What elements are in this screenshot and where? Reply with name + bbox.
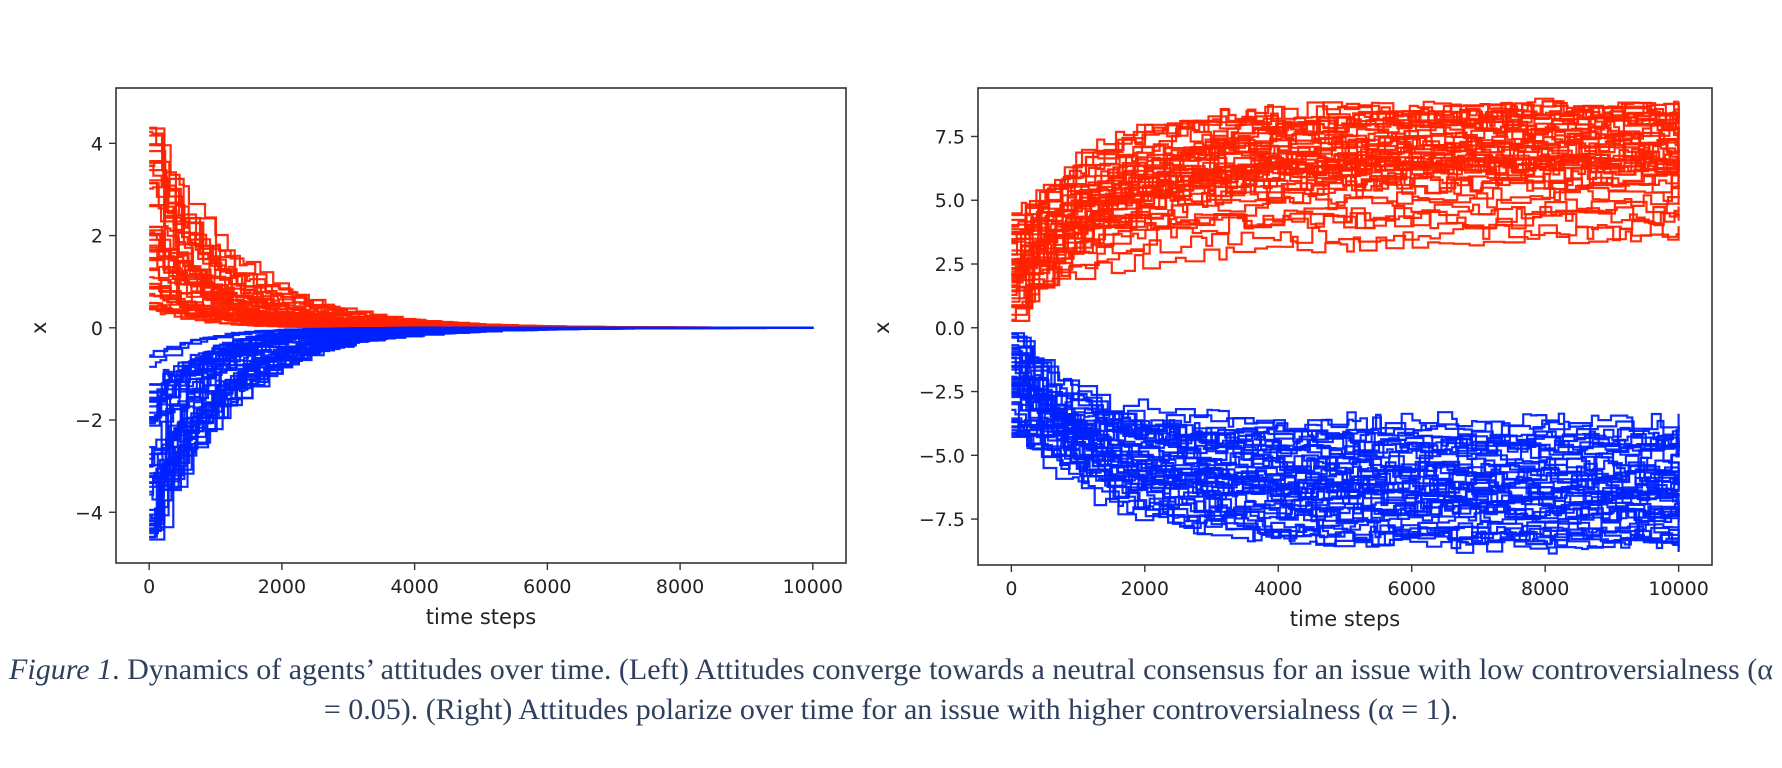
series-lines bbox=[1011, 97, 1680, 555]
series-line-positive bbox=[1011, 162, 1680, 278]
series-line-positive bbox=[1011, 141, 1680, 280]
series-line-negative bbox=[1011, 380, 1680, 542]
y-tick-label: 4 bbox=[91, 133, 103, 155]
x-tick-label: 8000 bbox=[656, 576, 704, 598]
series-line-negative bbox=[1011, 419, 1680, 449]
y-tick-label: 7.5 bbox=[935, 126, 965, 148]
series-line-negative bbox=[1011, 352, 1680, 454]
series-line-negative bbox=[149, 326, 813, 538]
series-line-positive bbox=[1011, 230, 1680, 298]
series-line-positive bbox=[1011, 191, 1680, 300]
series-line-negative bbox=[1011, 422, 1680, 448]
y-tick-label: 5.0 bbox=[935, 190, 965, 212]
y-tick-label: −2.5 bbox=[919, 382, 965, 404]
series-line-negative bbox=[1011, 361, 1680, 495]
figure: 0 2000 4000 6000 8000 10000 −4 −2 0 2 4 time steps x… bbox=[27, 87, 1713, 631]
series-line-positive bbox=[1011, 101, 1680, 256]
y-tick-label: −5.0 bbox=[919, 445, 965, 467]
series-line-positive bbox=[1011, 126, 1680, 303]
series-line-positive bbox=[1011, 173, 1680, 263]
series-line-negative bbox=[1011, 365, 1680, 555]
x-tick-label: 4000 bbox=[390, 576, 438, 598]
x-tick-label: 8000 bbox=[1521, 578, 1569, 600]
x-tick-label: 4000 bbox=[1254, 578, 1302, 600]
series-line-positive bbox=[1011, 205, 1680, 287]
x-tick-label: 10000 bbox=[1648, 578, 1708, 600]
y-tick-label: 2.5 bbox=[935, 254, 965, 276]
x-tick-label: 10000 bbox=[783, 576, 843, 598]
y-tick-label: 0.0 bbox=[935, 318, 965, 340]
right-chart-panel: 0 2000 4000 6000 8000 10000 −7.5 −5.0 −2.5 0.0 2.5… bbox=[870, 87, 1713, 631]
series-line-negative bbox=[1011, 352, 1680, 551]
figure-caption: Figure 1. Dynamics of agents’ attitudes … bbox=[0, 650, 1782, 730]
caption-text: . Dynamics of agents’ attitudes over tim… bbox=[112, 653, 1773, 726]
series-line-negative bbox=[1011, 382, 1680, 510]
y-tick-label: 0 bbox=[91, 318, 103, 340]
y-tick-label: −2 bbox=[75, 410, 103, 432]
series-line-positive bbox=[149, 143, 813, 329]
series-line-negative bbox=[1011, 362, 1680, 518]
left-chart-panel: 0 2000 4000 6000 8000 10000 −4 −2 0 2 4 time steps x bbox=[27, 87, 847, 629]
plot-frame bbox=[977, 87, 1713, 566]
series-line-negative bbox=[149, 326, 813, 539]
x-axis-label: time steps bbox=[1290, 607, 1401, 631]
x-axis-label: time steps bbox=[426, 605, 537, 629]
series-line-positive bbox=[1011, 121, 1680, 321]
series-line-negative bbox=[1011, 378, 1680, 477]
y-tick-label: −4 bbox=[75, 502, 103, 524]
x-tick-label: 2000 bbox=[1121, 578, 1169, 600]
y-tick-label: 2 bbox=[91, 226, 103, 248]
series-line-positive bbox=[1011, 105, 1680, 266]
series-line-positive bbox=[1011, 200, 1680, 308]
series-line-negative bbox=[1011, 411, 1680, 437]
y-axis-label: x bbox=[27, 322, 51, 334]
series-line-positive bbox=[1011, 210, 1680, 236]
series-line-positive bbox=[1011, 130, 1680, 316]
x-tick-label: 6000 bbox=[523, 576, 571, 598]
caption-label: Figure 1 bbox=[9, 653, 113, 686]
x-tick-label: 0 bbox=[1005, 578, 1017, 600]
y-axis-label: x bbox=[870, 322, 894, 334]
series-line-negative bbox=[1011, 347, 1680, 473]
series-line-positive bbox=[1011, 222, 1680, 292]
x-tick-label: 6000 bbox=[1388, 578, 1436, 600]
x-tick-label: 2000 bbox=[258, 576, 306, 598]
series-line-positive bbox=[1011, 142, 1680, 217]
x-tick-label: 0 bbox=[143, 576, 155, 598]
plot-frame bbox=[115, 87, 847, 564]
series-line-positive bbox=[1011, 101, 1680, 215]
series-line-negative bbox=[1011, 419, 1680, 520]
y-tick-label: −7.5 bbox=[919, 509, 965, 531]
series-line-negative bbox=[149, 326, 813, 522]
series-lines bbox=[149, 126, 814, 541]
series-line-negative bbox=[1011, 420, 1680, 497]
series-line-negative bbox=[149, 326, 813, 541]
